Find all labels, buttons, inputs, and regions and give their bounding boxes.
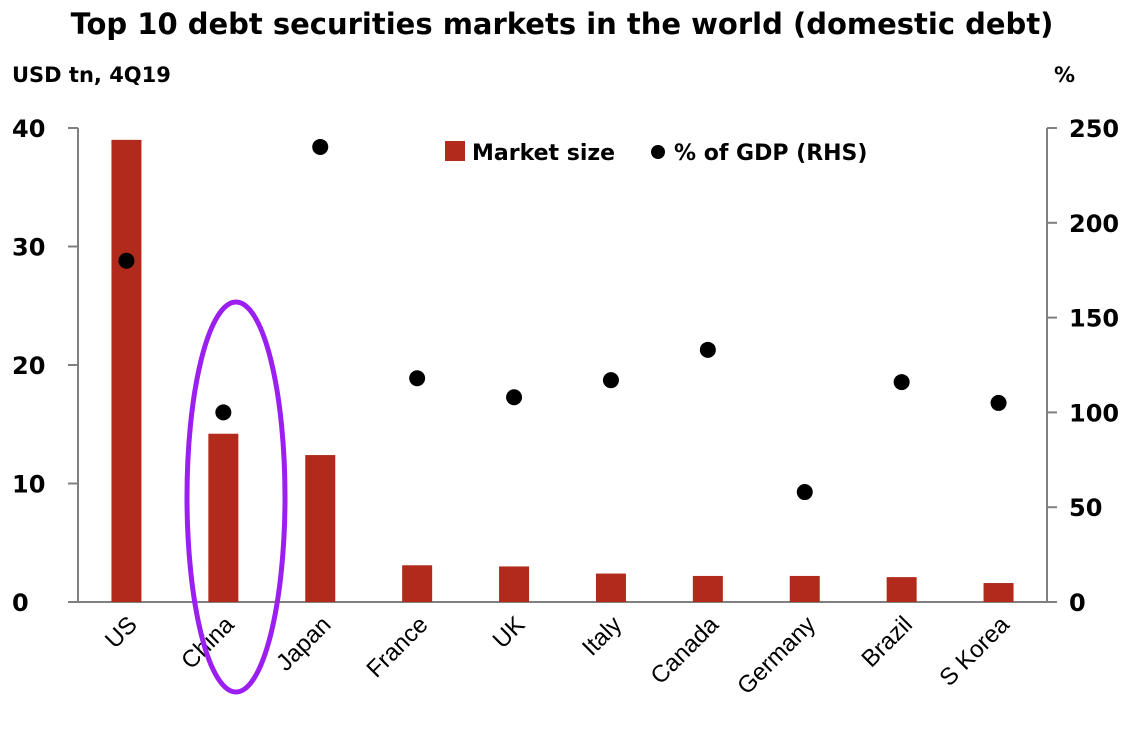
bar-japan bbox=[305, 455, 336, 602]
point-uk bbox=[506, 389, 523, 406]
right-tick-label: 100 bbox=[1069, 399, 1119, 427]
point-us bbox=[118, 252, 135, 269]
point-france bbox=[409, 370, 426, 387]
left-tick-label: 0 bbox=[12, 589, 29, 617]
market-size-bars bbox=[111, 139, 1014, 602]
category-label: Canada bbox=[646, 611, 725, 690]
category-label: US bbox=[100, 611, 143, 654]
gdp-percent-points bbox=[118, 138, 1007, 501]
bar-brazil bbox=[886, 577, 917, 602]
legend-dot-swatch bbox=[651, 145, 665, 159]
category-label: Japan bbox=[271, 611, 336, 676]
right-axis-unit-label: % bbox=[1054, 63, 1075, 87]
category-label: Brazil bbox=[856, 611, 918, 673]
point-s-korea bbox=[990, 394, 1007, 411]
category-label: UK bbox=[488, 611, 531, 654]
category-labels: US China Japan France UK Italy Canada Germany Br… bbox=[100, 611, 1015, 700]
bar-canada bbox=[692, 575, 723, 602]
right-tick-label: 200 bbox=[1069, 210, 1119, 238]
legend-gdp-label: % of GDP (RHS) bbox=[674, 141, 867, 166]
bar-france bbox=[402, 565, 433, 602]
legend-bar-swatch bbox=[445, 141, 465, 161]
bar-us bbox=[111, 139, 142, 602]
category-label: Italy bbox=[577, 611, 627, 661]
point-italy bbox=[602, 372, 619, 389]
left-y-ticks: 0 10 20 30 40 bbox=[12, 115, 78, 617]
left-tick-label: 10 bbox=[12, 471, 45, 499]
category-label: Germany bbox=[732, 611, 821, 700]
point-germany bbox=[796, 484, 813, 501]
bar-italy bbox=[595, 573, 626, 602]
left-axis-unit-label: USD tn, 4Q19 bbox=[12, 63, 171, 87]
left-tick-label: 30 bbox=[12, 234, 45, 262]
category-label: China bbox=[176, 611, 240, 675]
chart-title: Top 10 debt securities markets in the wo… bbox=[71, 7, 1054, 41]
point-canada bbox=[699, 341, 716, 358]
legend: Market size % of GDP (RHS) bbox=[445, 141, 867, 166]
bar-china bbox=[208, 433, 239, 602]
left-tick-label: 20 bbox=[12, 352, 45, 380]
bar-germany bbox=[789, 575, 820, 602]
point-china bbox=[215, 404, 232, 421]
point-japan bbox=[312, 138, 329, 155]
category-label: France bbox=[361, 611, 433, 683]
right-tick-label: 250 bbox=[1069, 115, 1119, 143]
china-highlight-ellipse bbox=[184, 299, 288, 695]
legend-market-size-label: Market size bbox=[472, 141, 615, 166]
point-brazil bbox=[893, 374, 910, 391]
bar-uk bbox=[499, 566, 530, 602]
right-tick-label: 0 bbox=[1069, 589, 1086, 617]
right-y-ticks: 0 50 100 150 200 250 bbox=[1047, 115, 1119, 617]
right-tick-label: 50 bbox=[1069, 494, 1102, 522]
category-label: S Korea bbox=[934, 611, 1015, 692]
bar-s-korea bbox=[983, 583, 1014, 602]
left-tick-label: 40 bbox=[12, 115, 45, 143]
right-tick-label: 150 bbox=[1069, 305, 1119, 333]
